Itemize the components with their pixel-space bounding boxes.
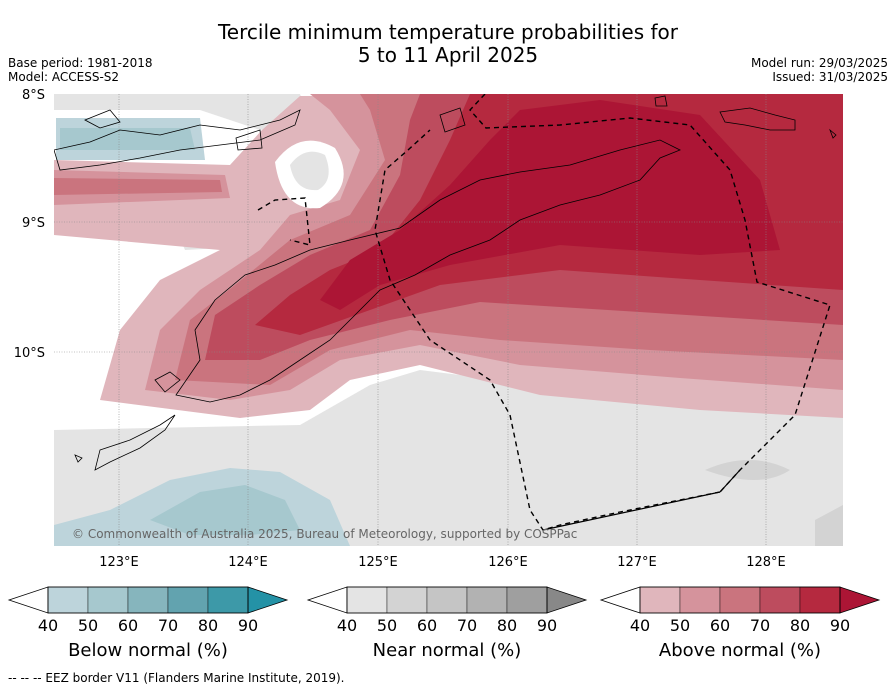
lat-label: 10°S — [14, 346, 45, 361]
colorbar-below-tick: 60 — [118, 616, 138, 635]
colorbar-near-high-extension — [546, 586, 588, 614]
colorbar-above-segment — [759, 586, 801, 614]
lon-label: 123°E — [99, 555, 139, 570]
map-title-line2: 5 to 11 April 2025 — [357, 43, 539, 67]
colorbar-near-segment — [466, 586, 508, 614]
colorbar-near-tick: 40 — [337, 616, 357, 635]
colorbar-below-high-extension — [247, 586, 289, 614]
model-run: Model run: 29/03/2025 — [750, 56, 888, 70]
colorbar-near-tick: 50 — [377, 616, 397, 635]
colorbar-near-segment — [506, 586, 548, 614]
lat-label: 9°S — [22, 216, 45, 231]
colorbar-above-tick: 70 — [750, 616, 770, 635]
colorbar-title-above: Above normal (%) — [658, 640, 822, 661]
colorbars: 40 50 60 70 80 90 40 50 60 70 80 90 40 50 60 70 80 90 — [7, 586, 881, 635]
colorbar-above-tick: 40 — [630, 616, 650, 635]
colorbar-near-tick: 60 — [417, 616, 437, 635]
eez-border — [719, 469, 741, 493]
colorbar-near-segment — [346, 586, 388, 614]
colorbar-below-low-extension — [7, 586, 49, 614]
near-normal-region — [705, 460, 790, 480]
lon-label: 126°E — [488, 555, 528, 570]
map-title-line1: Tercile minimum temperature probabilitie… — [217, 20, 679, 44]
colorbar-above-tick: 80 — [790, 616, 810, 635]
colorbar-above-high-extension — [839, 586, 881, 614]
eez-footnote: -- -- -- EEZ border V11 (Flanders Marine… — [8, 671, 345, 685]
lon-label: 124°E — [228, 555, 268, 570]
colorbar-near-tick: 80 — [497, 616, 517, 635]
colorbar-near-low-extension — [306, 586, 348, 614]
graticule — [54, 94, 843, 546]
lon-label: 127°E — [617, 555, 657, 570]
colorbar-above-tick: 50 — [670, 616, 690, 635]
colorbar-above-tick: 90 — [830, 616, 850, 635]
colorbar-below-segment — [167, 586, 209, 614]
colorbar-below-tick: 80 — [198, 616, 218, 635]
lon-label: 125°E — [358, 555, 398, 570]
colorbar-below-segment — [207, 586, 249, 614]
below-normal-region — [60, 128, 195, 150]
lat-label: 8°S — [22, 88, 45, 103]
colorbar-near-segment — [426, 586, 468, 614]
colorbar-near-tick: 70 — [457, 616, 477, 635]
colorbar-below-segment — [47, 586, 89, 614]
colorbar-above-outline — [639, 586, 841, 614]
coastline — [54, 95, 837, 471]
colorbar-near-outline — [346, 586, 548, 614]
colorbar-near-segment — [386, 586, 428, 614]
eez-border — [542, 491, 721, 531]
colorbar-below-outline — [47, 586, 249, 614]
colorbar-above-segment — [719, 586, 761, 614]
colorbar-below-tick: 50 — [78, 616, 98, 635]
colorbar-title-near: Near normal (%) — [372, 640, 522, 661]
colorbar-title-below: Below normal (%) — [68, 640, 228, 661]
colorbar-below-segment — [127, 586, 169, 614]
colorbar-above-tick: 60 — [710, 616, 730, 635]
probability-shading — [54, 94, 843, 546]
colorbar-above-segment — [679, 586, 721, 614]
near-normal-region — [815, 505, 843, 546]
lon-label: 128°E — [746, 555, 786, 570]
near-normal-region — [54, 94, 310, 130]
copyright-text: © Commonwealth of Australia 2025, Bureau… — [72, 527, 577, 541]
colorbar-below-segment — [87, 586, 129, 614]
colorbar-above-segment — [639, 586, 681, 614]
colorbar-above-segment — [799, 586, 841, 614]
colorbar-below-tick: 90 — [238, 616, 258, 635]
base-period: Base period: 1981-2018 — [8, 56, 153, 70]
below-normal-region — [150, 485, 300, 535]
issued-date: Issued: 31/03/2025 — [772, 70, 888, 84]
colorbar-below-tick: 70 — [158, 616, 178, 635]
colorbar-above-low-extension — [599, 586, 641, 614]
eez-border — [257, 94, 831, 531]
above-normal-90 — [320, 100, 780, 310]
colorbar-near-tick: 90 — [537, 616, 557, 635]
colorbar-below-tick: 40 — [38, 616, 58, 635]
model-name: Model: ACCESS-S2 — [8, 70, 120, 84]
